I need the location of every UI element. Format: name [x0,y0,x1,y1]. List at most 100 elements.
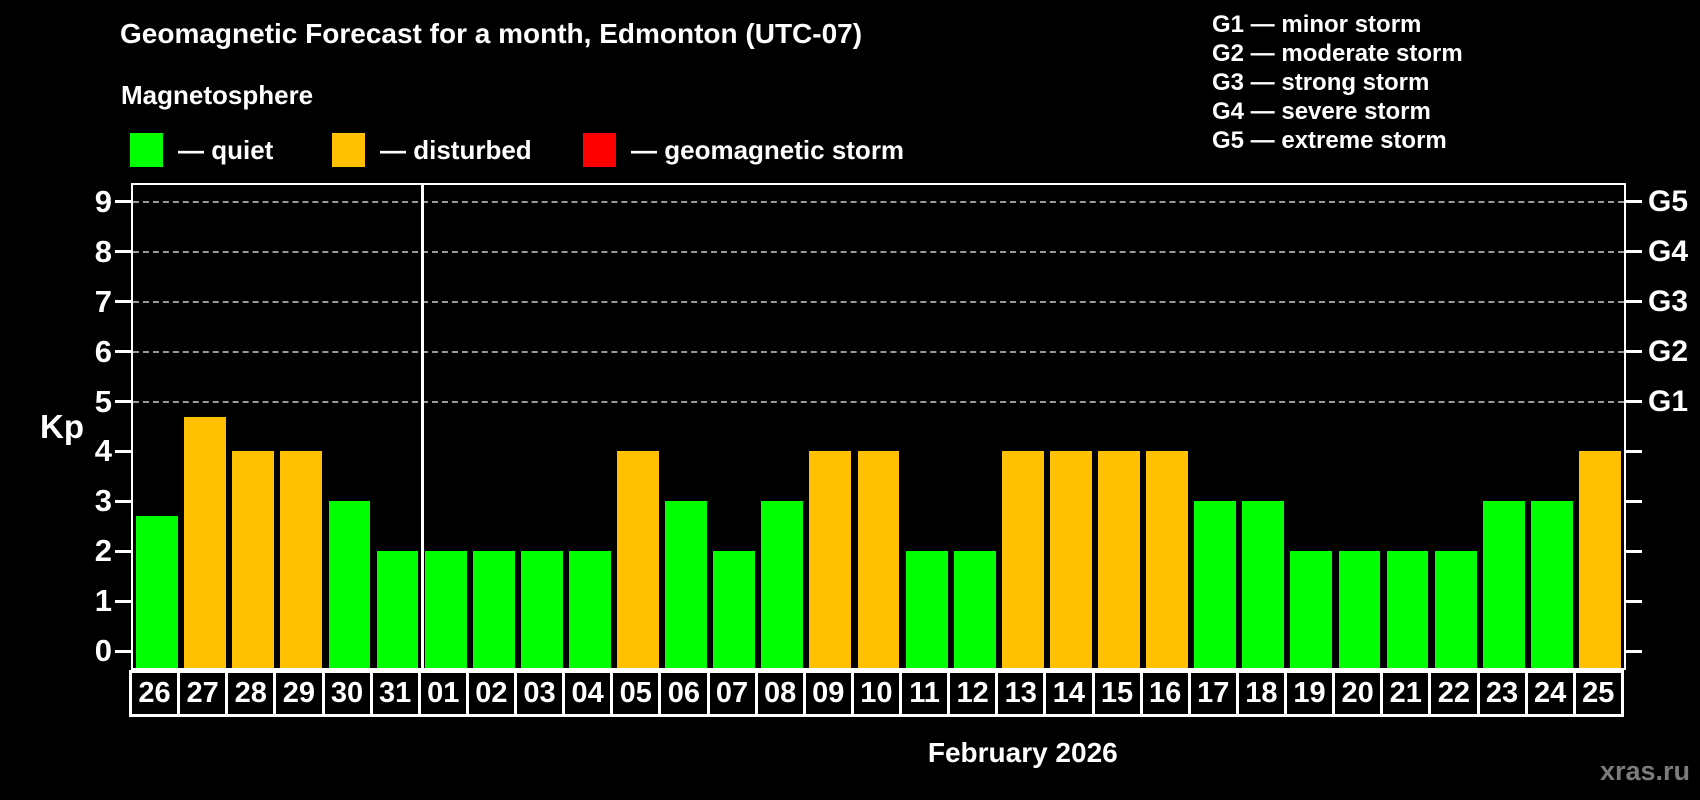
legend-label-disturbed: — disturbed [380,135,532,165]
day-label-cell: 30 [321,673,370,714]
day-label-cell: 27 [177,673,225,714]
g-scale-legend-row: G3 — strong storm [1212,69,1430,96]
day-label-cell: 24 [1524,673,1573,714]
g-axis-tick [1626,350,1642,354]
g-level-label-g3: G3 [1648,284,1689,318]
kp-bar-day-21 [1386,551,1429,668]
day-label-cell: 11 [899,673,947,714]
day-label-cell: 22 [1428,673,1476,714]
kp-axis-label: 7 [94,283,112,319]
gridline [133,250,1624,253]
kp-bar-day-26 [136,516,178,668]
kp-axis-tick [115,549,131,553]
day-label-cell: 02 [465,673,514,714]
kp-axis-title: Kp [40,408,84,445]
kp-axis-tick [115,350,131,354]
kp-axis-label: 4 [94,433,112,469]
day-label-cell: 28 [225,673,273,714]
chart-subtitle: Magnetosphere [121,80,314,110]
kp-bar-day-03 [520,551,563,668]
g-axis-tick [1626,300,1642,304]
legend-swatch-quiet [130,133,163,167]
kp-bar-day-10 [857,451,900,668]
g-scale-legend-row: G2 — moderate storm [1212,40,1463,67]
kp-bar-day-22 [1434,551,1477,668]
day-label-cell: 04 [562,673,610,714]
month-label: February 2026 [927,737,1118,768]
g-scale-legend-row: G4 — severe storm [1212,98,1431,125]
day-label-cell: 26 [138,677,171,709]
kp-bar-day-16 [1146,451,1188,668]
kp-bar-day-04 [568,551,611,668]
kp-axis-tick [115,599,131,603]
kp-axis-tick [115,449,131,453]
g-axis-tick [1626,599,1642,603]
kp-bar-day-20 [1338,551,1381,668]
month-separator-line [420,185,424,668]
kp-bar-day-15 [1098,451,1140,668]
legend-swatch-disturbed [332,133,365,167]
day-label-cell: 25 [1572,673,1621,714]
g-level-label-g2: G2 [1648,334,1689,368]
kp-axis-label: 9 [94,183,112,219]
g-axis-tick [1626,400,1642,404]
kp-axis-tick [115,300,131,304]
kp-axis-label: 1 [94,583,112,619]
kp-bar-day-05 [617,451,659,668]
kp-bar-day-01 [424,551,467,668]
g-scale-legend-row: G5 — extreme storm [1212,127,1447,154]
g-level-label-g4: G4 [1648,234,1689,268]
day-label-cell: 23 [1476,673,1525,714]
kp-axis-label: 5 [94,383,112,419]
day-label-cell: 19 [1284,673,1332,714]
day-label-cell: 08 [754,673,803,714]
gridline [133,300,1624,303]
kp-bar-day-25 [1579,451,1621,668]
kp-axis-tick [115,250,131,254]
g-axis-tick [1626,449,1642,453]
g-axis-tick [1626,200,1642,204]
kp-bar-day-30 [328,501,371,668]
kp-bar-day-12 [953,551,996,668]
day-label-cell: 05 [610,673,658,714]
day-label-cell: 06 [658,673,706,714]
chart-title: Geomagnetic Forecast for a month, Edmont… [120,18,863,49]
kp-bar-day-07 [713,551,756,668]
day-label-cell: 20 [1332,673,1380,714]
legend-swatch-storm [583,133,616,167]
g-axis-tick [1626,250,1642,254]
g-scale-legend-row: G1 — minor storm [1212,11,1422,38]
day-label-cell: 07 [706,673,755,714]
kp-axis-tick [115,400,131,404]
kp-bar-day-06 [665,501,708,668]
day-label-cell: 29 [273,673,321,714]
kp-axis-label: 8 [94,233,112,269]
kp-bar-day-17 [1194,501,1237,668]
day-label-cell: 31 [369,673,418,714]
day-label-cell: 13 [995,673,1043,714]
kp-bar-day-19 [1290,551,1333,668]
kp-bar-day-18 [1242,501,1285,668]
g-level-label-g5: G5 [1648,184,1689,218]
g-axis-tick [1626,499,1642,503]
kp-bar-day-02 [472,551,515,668]
kp-bar-day-31 [376,551,419,668]
kp-bar-day-13 [1001,451,1044,668]
g-axis-tick [1626,649,1642,653]
day-label-cell: 09 [802,673,851,714]
day-label-cell: 21 [1380,673,1428,714]
day-label-cell: 15 [1091,673,1140,714]
day-label-cell: 18 [1235,673,1284,714]
watermark: xras.ru [1599,756,1690,786]
gridline [133,400,1624,403]
gridline [133,200,1624,203]
kp-axis-label: 3 [94,483,112,519]
kp-axis-label: 6 [94,333,112,369]
kp-bar-day-11 [905,551,948,668]
kp-axis-tick [115,499,131,503]
day-label-cell: 01 [417,673,466,714]
g-scale-legend: G1 — minor storm G2 — moderate storm G3 … [1212,10,1463,155]
plot-area [131,183,1626,670]
kp-axis-label: 2 [94,533,112,569]
